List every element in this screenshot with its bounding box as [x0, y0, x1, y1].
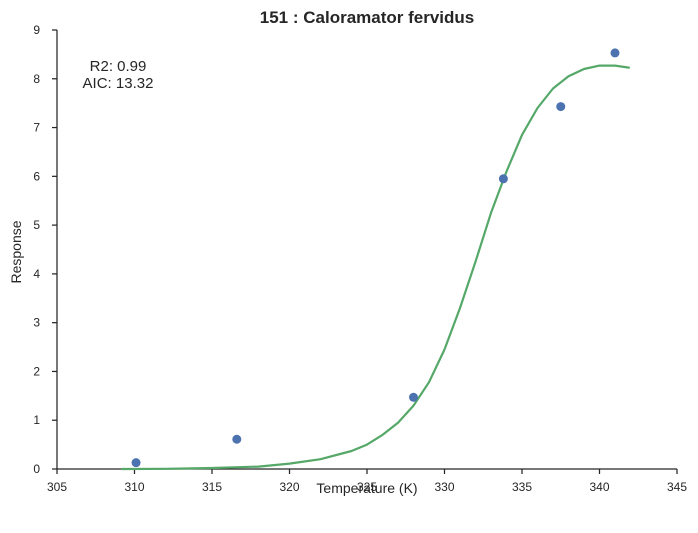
x-tick-label: 345 [667, 480, 687, 494]
y-tick-label: 4 [33, 267, 40, 281]
y-tick-label: 9 [33, 23, 40, 37]
x-tick-label: 310 [124, 480, 144, 494]
data-point [232, 434, 242, 444]
x-tick-label: 340 [589, 480, 609, 494]
x-axis-label: Temperature (K) [316, 480, 417, 496]
y-axis-label: Response [8, 220, 24, 283]
x-tick-label: 320 [279, 480, 299, 494]
y-tick-label: 2 [33, 364, 40, 378]
data-point [131, 458, 141, 468]
data-point [556, 102, 566, 112]
y-tick-label: 5 [33, 218, 40, 232]
fit-curve-line [121, 64, 630, 471]
data-point [409, 392, 418, 402]
y-ticks: 0 1 2 3 4 5 6 7 8 9 [33, 23, 57, 476]
x-ticks: 305 310 315 320 325 330 335 340 345 [47, 469, 687, 494]
y-tick-label: 1 [33, 413, 40, 427]
r2-annotation: R2: 0.99 [90, 58, 147, 75]
data-points [131, 48, 620, 468]
y-tick-label: 7 [33, 121, 40, 135]
fit-annotations: R2: 0.99 AIC: 13.32 [83, 58, 154, 92]
data-point [498, 174, 508, 184]
x-tick-label: 325 [357, 480, 377, 494]
y-tick-label: 6 [33, 169, 40, 183]
data-point [610, 48, 620, 58]
x-tick-label: 315 [202, 480, 222, 494]
chart-title: 151 : Caloramator fervidus [260, 8, 474, 27]
x-tick-label: 305 [47, 480, 67, 494]
y-tick-label: 3 [33, 316, 40, 330]
y-tick-label: 0 [33, 462, 40, 476]
y-tick-label: 8 [33, 72, 40, 86]
aic-annotation: AIC: 13.32 [83, 75, 154, 92]
x-tick-label: 335 [512, 480, 532, 494]
x-tick-label: 330 [434, 480, 454, 494]
